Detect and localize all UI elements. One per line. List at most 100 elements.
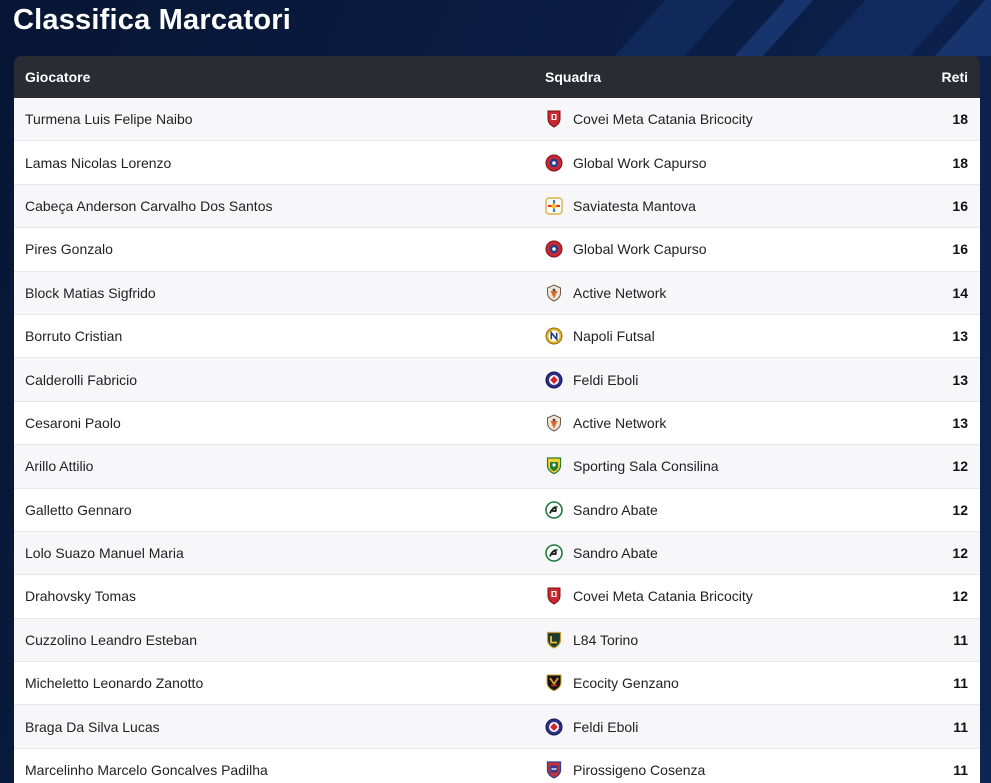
goals-count: 13 <box>952 414 968 431</box>
table-row[interactable]: Drahovsky Tomas Covei Meta Catania Bricoc… <box>14 575 980 619</box>
player-name[interactable]: Pires Gonzalo <box>25 241 113 258</box>
team-cell[interactable]: Saviatesta Mantova <box>534 197 874 215</box>
table-row[interactable]: Borruto Cristian Napoli Futsal 13 <box>14 314 980 359</box>
table-row[interactable]: Block Matias Sigfrido Active Network 14 <box>14 271 980 315</box>
table-row[interactable]: Turmena Luis Felipe Naibo Covei Meta Cata… <box>14 98 980 142</box>
goals-count: 14 <box>952 284 968 301</box>
goals-count: 16 <box>952 241 968 258</box>
team-name: Active Network <box>573 414 667 431</box>
player-name[interactable]: Braga Da Silva Lucas <box>25 718 160 735</box>
team-cell[interactable]: Global Work Capurso <box>534 154 874 172</box>
goals-count: 13 <box>952 371 968 388</box>
team-name: L84 Torino <box>573 631 639 648</box>
active-network-crest-icon <box>545 284 563 302</box>
player-name[interactable]: Cesaroni Paolo <box>25 414 121 431</box>
team-cell[interactable]: Covei Meta Catania Bricocity <box>534 587 874 606</box>
background-stripe <box>734 0 814 56</box>
capurso-crest-icon <box>545 154 563 172</box>
table-row[interactable]: Pires Gonzalo Global Work Capurso 16 <box>14 228 980 272</box>
background-stripe <box>614 0 736 56</box>
goals-count: 12 <box>952 545 968 562</box>
feldi-eboli-crest-icon <box>545 371 563 389</box>
sandro-abate-crest-icon <box>545 544 563 562</box>
team-cell[interactable]: Sandro Abate <box>534 500 874 519</box>
sala-consilina-crest-icon <box>545 457 563 475</box>
table-body: Turmena Luis Felipe Naibo Covei Meta Cata… <box>14 98 980 783</box>
goals-count: 13 <box>952 328 968 345</box>
team-name: Sandro Abate <box>573 501 658 518</box>
player-name[interactable]: Drahovsky Tomas <box>25 588 137 605</box>
player-name[interactable]: Calderolli Fabricio <box>25 371 138 388</box>
napoli-futsal-crest-icon <box>545 327 563 345</box>
table-row[interactable]: Micheletto Leonardo Zanotto Ecocity Genza… <box>14 662 980 706</box>
player-name[interactable]: Borruto Cristian <box>25 328 123 345</box>
team-cell[interactable]: Covei Meta Catania Bricocity <box>534 110 874 128</box>
mantova-crest-icon <box>545 197 563 215</box>
player-name[interactable]: Arillo Attilio <box>25 458 94 475</box>
player-name[interactable]: Galletto Gennaro <box>25 501 132 518</box>
team-cell[interactable]: Active Network <box>534 284 874 302</box>
meta-catania-crest-icon <box>545 110 563 128</box>
team-name: Sporting Sala Consilina <box>573 458 719 475</box>
column-header-goals[interactable]: Reti <box>941 69 968 85</box>
team-cell[interactable]: Napoli Futsal <box>534 327 874 345</box>
table-row[interactable]: Braga Da Silva Lucas Feldi Eboli 11 <box>14 705 980 749</box>
goals-count: 11 <box>953 631 968 648</box>
team-name: Global Work Capurso <box>573 241 707 258</box>
goals-count: 11 <box>953 675 968 692</box>
table-row[interactable]: Cesaroni Paolo Active Network 13 <box>14 401 980 446</box>
team-name: Saviatesta Mantova <box>573 197 696 214</box>
table-row[interactable]: Cuzzolino Leandro Esteban L84 Torino 11 <box>14 618 980 663</box>
team-name: Sandro Abate <box>573 545 658 562</box>
team-cell[interactable]: Global Work Capurso <box>534 240 874 258</box>
team-name: Global Work Capurso <box>573 154 707 171</box>
goals-count: 18 <box>952 111 968 128</box>
active-network-crest-icon <box>545 414 563 432</box>
table-row[interactable]: Calderolli Fabricio Feldi Eboli 13 <box>14 358 980 402</box>
player-name[interactable]: Cabeça Anderson Carvalho Dos Santos <box>25 197 273 214</box>
l84-torino-crest-icon <box>545 631 563 649</box>
table-row[interactable]: Cabeça Anderson Carvalho Dos Santos Savia… <box>14 184 980 229</box>
table-row[interactable]: Marcelinho Marcelo Goncalves Padilha Piro… <box>14 748 980 783</box>
scorers-table: Giocatore Squadra Reti Turmena Luis Feli… <box>14 56 980 783</box>
team-cell[interactable]: Pirossigeno Cosenza <box>534 761 874 779</box>
team-cell[interactable]: Sandro Abate <box>534 544 874 562</box>
team-name: Covei Meta Catania Bricocity <box>573 111 753 128</box>
team-name: Ecocity Genzano <box>573 675 679 692</box>
page-title: Classifica Marcatori <box>13 4 292 36</box>
column-header-team[interactable]: Squadra <box>545 69 602 85</box>
player-name[interactable]: Cuzzolino Leandro Esteban <box>25 631 198 648</box>
player-name[interactable]: Turmena Luis Felipe Naibo <box>25 111 193 128</box>
player-name[interactable]: Block Matias Sigfrido <box>25 284 156 301</box>
cosenza-crest-icon <box>545 761 563 779</box>
player-name[interactable]: Marcelinho Marcelo Goncalves Padilha <box>25 762 268 779</box>
player-name[interactable]: Micheletto Leonardo Zanotto <box>25 675 204 692</box>
background-stripe <box>814 0 961 56</box>
meta-catania-crest-icon <box>545 587 563 606</box>
background-stripe <box>934 0 991 56</box>
table-row[interactable]: Lamas Nicolas Lorenzo Global Work Capurso… <box>14 141 980 185</box>
genzano-crest-icon <box>545 674 563 692</box>
team-name: Active Network <box>573 284 667 301</box>
team-cell[interactable]: Ecocity Genzano <box>534 674 874 692</box>
team-cell[interactable]: L84 Torino <box>534 631 874 649</box>
player-name[interactable]: Lolo Suazo Manuel Maria <box>25 545 184 562</box>
team-cell[interactable]: Active Network <box>534 414 874 432</box>
table-header: Giocatore Squadra Reti <box>14 56 980 98</box>
team-cell[interactable]: Feldi Eboli <box>534 371 874 389</box>
table-row[interactable]: Arillo Attilio Sporting Sala Consilina 12 <box>14 445 980 489</box>
table-row[interactable]: Galletto Gennaro Sandro Abate 12 <box>14 488 980 532</box>
goals-count: 11 <box>953 718 968 735</box>
team-cell[interactable]: Feldi Eboli <box>534 718 874 736</box>
goals-count: 12 <box>952 458 968 475</box>
player-name[interactable]: Lamas Nicolas Lorenzo <box>25 154 172 171</box>
goals-count: 12 <box>952 588 968 605</box>
team-name: Feldi Eboli <box>573 371 639 388</box>
table-row[interactable]: Lolo Suazo Manuel Maria Sandro Abate 12 <box>14 531 980 576</box>
feldi-eboli-crest-icon <box>545 718 563 736</box>
column-header-player[interactable]: Giocatore <box>25 69 91 85</box>
capurso-crest-icon <box>545 240 563 258</box>
team-name: Napoli Futsal <box>573 328 655 345</box>
team-cell[interactable]: Sporting Sala Consilina <box>534 457 874 475</box>
goals-count: 12 <box>952 501 968 518</box>
